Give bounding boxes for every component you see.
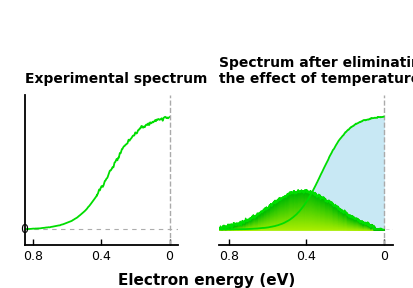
Text: Experimental spectrum: Experimental spectrum — [25, 72, 207, 86]
Text: Spectrum after eliminating
the effect of temperature: Spectrum after eliminating the effect of… — [219, 56, 413, 86]
Text: 0: 0 — [20, 223, 28, 236]
Text: Electron energy (eV): Electron energy (eV) — [118, 273, 295, 288]
